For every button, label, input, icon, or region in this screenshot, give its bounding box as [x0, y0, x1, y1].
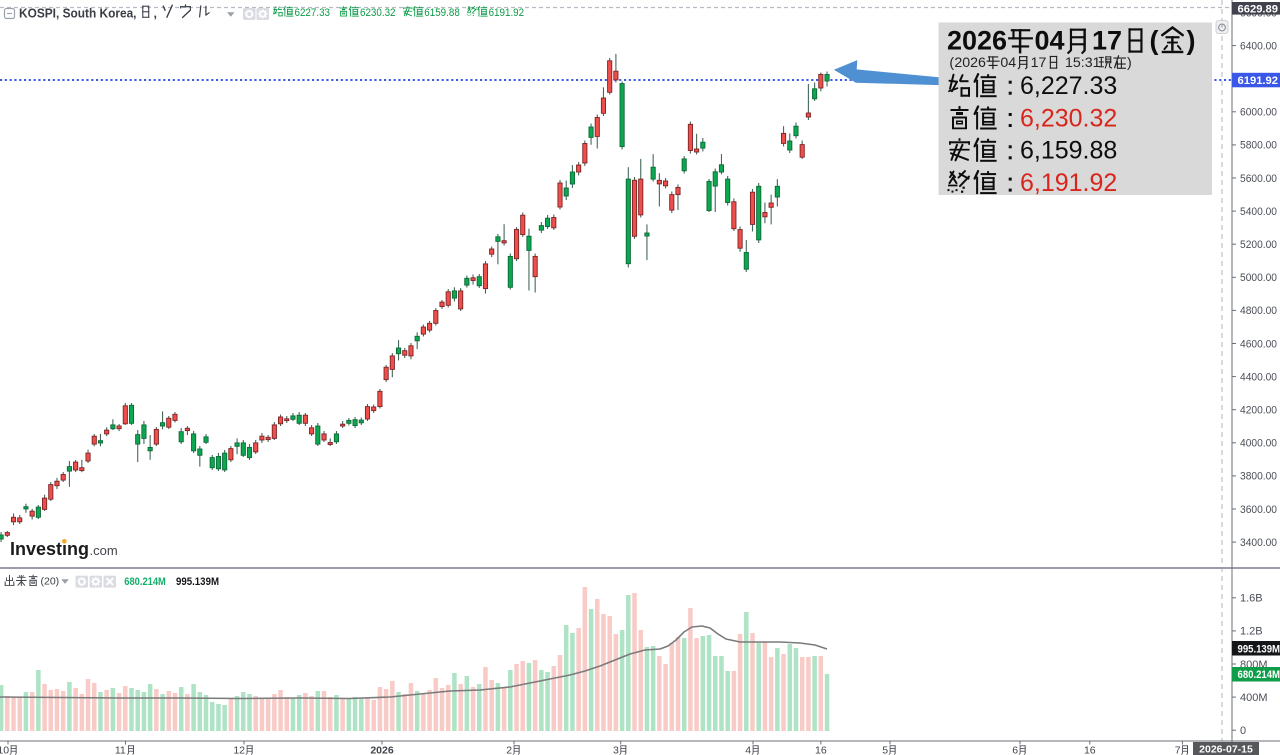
svg-text:6,191.92: 6,191.92 [1020, 169, 1117, 197]
svg-text:15:31: 15:31 [1065, 55, 1101, 71]
svg-text:4600.00: 4600.00 [1240, 338, 1277, 350]
svg-text:995.139M: 995.139M [1238, 643, 1280, 655]
svg-text:3800.00: 3800.00 [1240, 471, 1277, 483]
svg-text:3600.00: 3600.00 [1240, 504, 1277, 516]
svg-text:04: 04 [1035, 25, 1065, 55]
svg-text:,: , [154, 7, 157, 21]
svg-text:3: 3 [613, 744, 619, 755]
svg-text:400M: 400M [1240, 692, 1268, 704]
svg-text:4000.00: 4000.00 [1240, 438, 1277, 450]
svg-text:6: 6 [1012, 744, 1018, 755]
svg-text:680.214M: 680.214M [124, 576, 166, 588]
svg-text:7: 7 [1175, 744, 1181, 755]
svg-text:(: ( [949, 55, 954, 71]
svg-text:5000.00: 5000.00 [1240, 272, 1277, 284]
svg-text:): ) [1187, 25, 1196, 55]
svg-text:1.2B: 1.2B [1240, 626, 1263, 638]
svg-text:3400.00: 3400.00 [1240, 537, 1277, 549]
svg-text:17: 17 [1031, 55, 1047, 71]
svg-text:.com: .com [90, 543, 118, 558]
svg-text:4200.00: 4200.00 [1240, 405, 1277, 417]
svg-text:11: 11 [115, 744, 126, 755]
svg-text:6,159.88: 6,159.88 [1020, 137, 1117, 165]
svg-text:Investıng: Investıng [10, 539, 89, 559]
svg-text:6000.00: 6000.00 [1240, 107, 1277, 119]
svg-text:16: 16 [815, 745, 827, 755]
svg-text:6191.92: 6191.92 [1238, 75, 1279, 87]
svg-text:4400.00: 4400.00 [1240, 371, 1277, 383]
svg-text:(20): (20) [41, 575, 60, 587]
svg-text:6629.89: 6629.89 [1238, 3, 1279, 15]
svg-text:6230.32: 6230.32 [360, 7, 396, 19]
svg-text:2: 2 [506, 744, 512, 755]
svg-text:995.139M: 995.139M [176, 576, 219, 588]
svg-text:1.6B: 1.6B [1240, 593, 1263, 605]
svg-text:04: 04 [1000, 55, 1016, 71]
svg-text:5600.00: 5600.00 [1240, 173, 1277, 185]
svg-text:6191.92: 6191.92 [489, 7, 524, 19]
svg-text:4800.00: 4800.00 [1240, 305, 1277, 317]
svg-text:5800.00: 5800.00 [1240, 140, 1277, 152]
svg-text:2026: 2026 [370, 745, 394, 755]
svg-text:6400.00: 6400.00 [1240, 40, 1277, 52]
svg-text:0: 0 [1240, 725, 1246, 737]
svg-text:17: 17 [1092, 25, 1122, 55]
svg-text:16: 16 [1084, 745, 1096, 755]
svg-text:10: 10 [0, 744, 9, 755]
svg-text:KOSPI, South Korea,: KOSPI, South Korea, [19, 7, 137, 21]
svg-text:4: 4 [745, 744, 751, 755]
svg-text:5200.00: 5200.00 [1240, 239, 1277, 251]
svg-text:6227.33: 6227.33 [295, 7, 331, 19]
svg-text:5400.00: 5400.00 [1240, 206, 1277, 218]
svg-text:12: 12 [233, 744, 245, 755]
svg-text:6,227.33: 6,227.33 [1020, 72, 1117, 100]
svg-text:): ) [1127, 55, 1132, 71]
svg-text:6159.88: 6159.88 [424, 7, 460, 19]
svg-text:2026: 2026 [947, 25, 1007, 55]
svg-text:(: ( [1150, 25, 1159, 55]
svg-text:6,230.32: 6,230.32 [1020, 104, 1117, 132]
svg-text:680.214M: 680.214M [1238, 669, 1280, 681]
svg-text:2026-07-15: 2026-07-15 [1199, 744, 1253, 755]
svg-text:2026: 2026 [954, 55, 986, 71]
svg-text:5: 5 [882, 744, 888, 755]
